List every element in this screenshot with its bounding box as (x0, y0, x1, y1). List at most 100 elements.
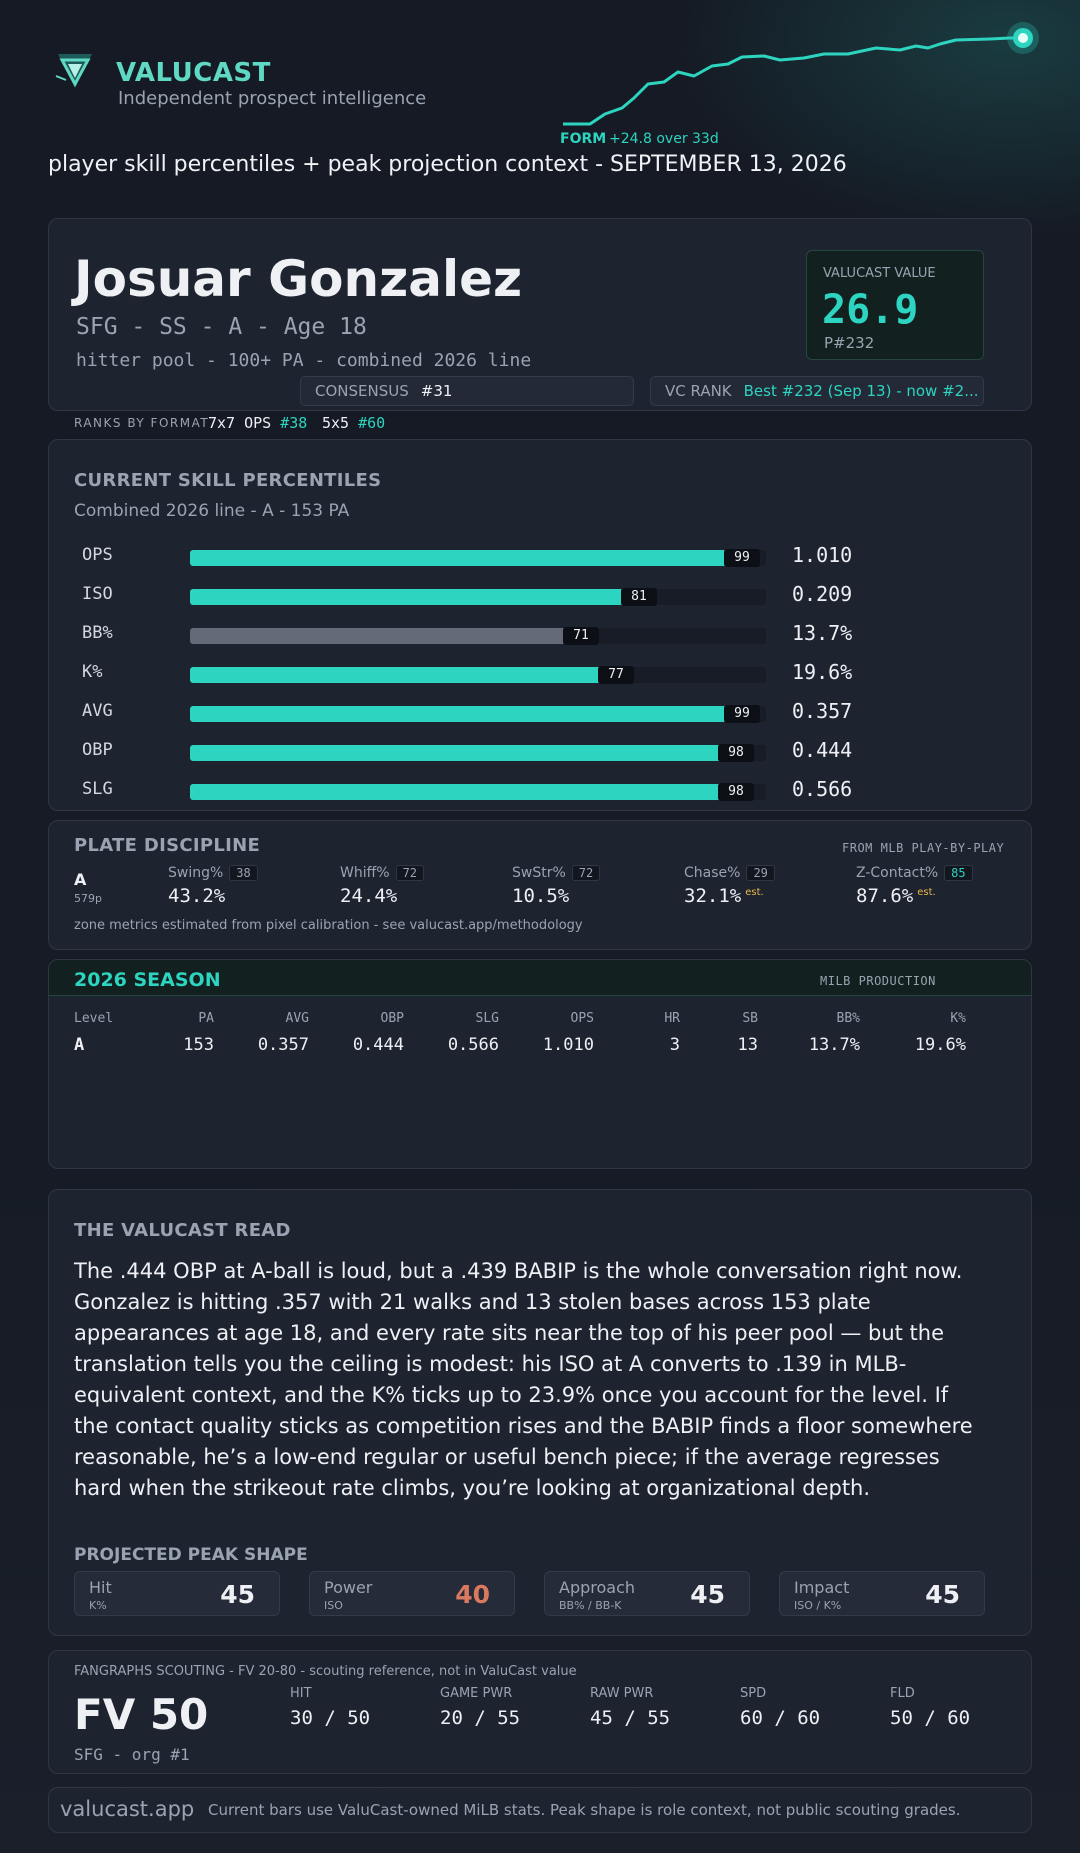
skill-row: K% 77 19.6% (74, 660, 874, 688)
plate-metric-value: 10.5% (512, 885, 570, 907)
skill-bar-fill (190, 550, 754, 566)
format-5x5-name: 5x5 (322, 414, 350, 432)
fangraphs-tool: GAME PWR 20 / 55 (440, 1686, 520, 1729)
season-header-k-pct: K% (950, 1011, 966, 1026)
plate-metric-label: Whiff% (340, 865, 390, 881)
season-value-sb: 13 (737, 1035, 758, 1055)
valucast-value-box (806, 250, 984, 360)
format-7x7-value: #38 (280, 414, 308, 432)
peak-box-impact: Impact ISO / K% 45 (779, 1571, 985, 1616)
footer-site-link[interactable]: valucast.app (60, 1797, 195, 1821)
skill-label: SLG (82, 779, 113, 799)
plate-metric-percentile: 38 (229, 865, 258, 881)
skill-bar-fill (190, 589, 651, 605)
fangraphs-tool: SPD 60 / 60 (740, 1686, 820, 1729)
skill-value: 0.209 (792, 582, 853, 606)
estimate-tag: est. (917, 886, 936, 898)
season-header-level: Level (74, 1011, 114, 1026)
vc-rank-value: Best #232 (Sep 13) - now #2... (743, 382, 979, 400)
season-header-hr: HR (664, 1011, 680, 1026)
skill-value: 0.566 (792, 777, 853, 801)
format-5x5-value: #60 (358, 414, 386, 432)
skill-bar-fill (190, 784, 748, 800)
tool-value: 60 / 60 (740, 1707, 821, 1729)
season-header-bar (49, 960, 1031, 996)
valucast-value-label: VALUCAST VALUE (823, 266, 936, 281)
brand-name: VALUCAST (116, 58, 271, 88)
season-header-bb-pct: BB% (836, 1011, 860, 1026)
skill-bar-fill (190, 667, 628, 683)
fangraphs-tool: RAW PWR 45 / 55 (590, 1686, 670, 1729)
plate-metric: Whiff% 72 24.4% (340, 862, 500, 907)
season-header-avg: AVG (285, 1011, 309, 1026)
skill-bar-fill (190, 628, 593, 644)
plate-title: PLATE DISCIPLINE (74, 835, 261, 856)
form-delta: +24.8 over 33d (609, 131, 719, 147)
skill-bar-track: 98 (190, 783, 766, 801)
peak-box-hit: Hit K% 45 (74, 1571, 280, 1616)
skill-row: SLG 98 0.566 (74, 777, 874, 805)
skill-label: ISO (82, 584, 113, 604)
peak-name: Approach (559, 1578, 636, 1597)
skill-bar-fill (190, 706, 754, 722)
season-value-slg: 0.566 (447, 1035, 499, 1055)
skill-value: 1.010 (792, 543, 853, 567)
consensus-pill: CONSENSUS #31 (300, 376, 634, 406)
skill-label: K% (82, 662, 103, 682)
plate-metric-value: 24.4% (340, 885, 398, 907)
season-value-hr: 3 (669, 1035, 680, 1055)
season-value-k-pct: 19.6% (914, 1035, 966, 1055)
plate-metric-percentile: 72 (395, 865, 425, 881)
plate-metric: Swing% 38 43.2% (168, 862, 328, 907)
season-header-obp: OBP (380, 1011, 404, 1026)
valucast-read-card (48, 1189, 1032, 1636)
peak-name: Hit (89, 1578, 112, 1597)
peak-value: 40 (455, 1580, 490, 1609)
plate-metric-value: 43.2% (168, 885, 226, 907)
skill-value: 13.7% (792, 621, 853, 645)
vc-rank-pill: VC RANK Best #232 (Sep 13) - now #2... (650, 376, 984, 406)
season-value-pa: 153 (183, 1035, 214, 1055)
plate-footnote: zone metrics estimated from pixel calibr… (74, 918, 583, 933)
skill-value: 0.444 (792, 738, 853, 762)
plate-metric: Z-Contact% 85 87.6% est. (856, 862, 1016, 907)
skill-row: OPS 99 1.010 (74, 543, 874, 571)
plate-discipline-card (48, 820, 1032, 950)
tool-label: FLD (890, 1686, 915, 1701)
plate-metric-percentile: 85 (944, 865, 973, 881)
player-meta: SFG - SS - A - Age 18 (76, 314, 367, 340)
format-7x7-name: 7x7 OPS (208, 414, 272, 432)
skill-percentile-badge: 81 (621, 588, 657, 606)
plate-level: A (74, 870, 87, 889)
season-value-ops: 1.010 (542, 1035, 594, 1055)
form-sparkline-icon (563, 22, 1039, 126)
skill-value: 19.6% (792, 660, 853, 684)
read-title: THE VALUCAST READ (74, 1220, 291, 1241)
brand-tagline: Independent prospect intelligence (118, 88, 427, 109)
estimate-tag: est. (745, 886, 764, 898)
peak-value: 45 (220, 1580, 255, 1609)
skill-bar-track: 98 (190, 744, 766, 762)
season-header-ops: OPS (570, 1011, 594, 1026)
skill-label: OBP (82, 740, 113, 760)
valucast-player-rank: P#232 (824, 334, 875, 352)
consensus-label: CONSENSUS (315, 382, 409, 400)
plate-metric-label: Z-Contact% (856, 865, 939, 881)
plate-metric-value-row: 32.1% est. (684, 885, 844, 907)
peak-sub: ISO (324, 1599, 343, 1612)
plate-metric-value-row: 87.6% est. (856, 885, 1016, 907)
format-5x5-rank: 5x5 #60 (322, 414, 385, 432)
format-7x7-rank: 7x7 OPS #38 (208, 414, 307, 432)
future-value: FV 50 (74, 1690, 209, 1739)
plate-metric-value-row: 10.5% (512, 885, 672, 907)
consensus-value: #31 (420, 382, 453, 400)
plate-metric-percentile: 29 (746, 865, 775, 881)
fangraphs-card (48, 1650, 1032, 1774)
tool-label: RAW PWR (590, 1686, 654, 1701)
read-body: The .444 OBP at A-ball is loud, but a .4… (74, 1259, 973, 1500)
skills-subtitle: Combined 2026 line - A - 153 PA (74, 501, 350, 521)
skill-label: BB% (82, 623, 113, 643)
tool-value: 30 / 50 (290, 1707, 371, 1729)
skill-bar-fill (190, 745, 748, 761)
season-title: 2026 SEASON (74, 969, 221, 991)
